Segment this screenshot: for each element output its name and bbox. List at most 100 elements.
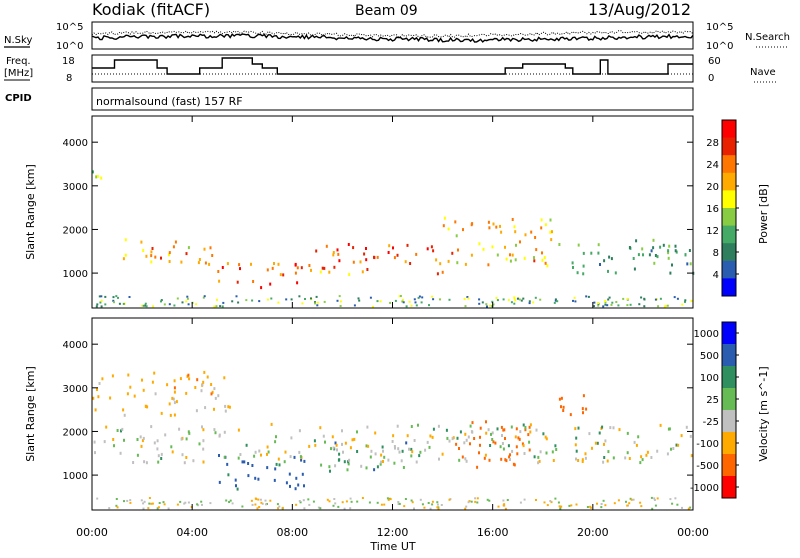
heatmap-cell	[245, 443, 248, 447]
heatmap-cell	[541, 251, 543, 255]
heatmap-cell	[373, 468, 376, 472]
heatmap-cell	[604, 303, 607, 306]
power-yticks: 1000 2000 3000 4000	[63, 138, 693, 280]
heatmap-cell	[319, 507, 322, 510]
heatmap-cell	[321, 266, 324, 270]
heatmap-cell	[99, 301, 102, 304]
heatmap-cell	[533, 256, 535, 260]
heatmap-cell	[518, 437, 521, 441]
heatmap-cell	[436, 503, 439, 506]
heatmap-cell	[447, 259, 450, 263]
colorbar-tick-label: 4	[713, 270, 719, 281]
heatmap-cell	[379, 462, 382, 466]
heatmap-cell	[160, 452, 163, 456]
heatmap-cell	[129, 499, 132, 502]
heatmap-cell	[258, 300, 261, 303]
heatmap-cell	[546, 504, 549, 507]
heatmap-cell	[635, 239, 638, 243]
heatmap-cell	[455, 234, 458, 238]
heatmap-cell	[596, 502, 598, 505]
heatmap-cell	[376, 465, 379, 469]
colorbar-swatch	[722, 172, 736, 191]
heatmap-cell	[185, 391, 188, 395]
heatmap-cell	[150, 425, 153, 429]
heatmap-cell	[217, 394, 220, 398]
heatmap-cell	[554, 444, 557, 448]
heatmap-cell	[197, 261, 200, 265]
heatmap-cell	[348, 273, 351, 276]
heatmap-cell	[467, 435, 470, 439]
heatmap-cell	[553, 301, 556, 304]
heatmap-cell	[338, 458, 341, 462]
heatmap-cell	[496, 427, 499, 431]
heatmap-cell	[300, 458, 303, 462]
heatmap-cell	[307, 498, 310, 501]
heatmap-cell	[312, 500, 315, 503]
colorbar-swatch	[722, 190, 736, 209]
heatmap-cell	[204, 261, 207, 265]
heatmap-cell	[540, 226, 543, 230]
heatmap-cell	[100, 295, 103, 298]
y-tick-label: 4000	[63, 138, 88, 149]
heatmap-cell	[458, 458, 461, 462]
heatmap-cell	[612, 426, 615, 430]
heatmap-cell	[478, 451, 480, 455]
heatmap-cell	[393, 461, 396, 465]
heatmap-cell	[597, 243, 600, 247]
heatmap-cell	[643, 305, 646, 308]
heatmap-cell	[659, 423, 662, 427]
heatmap-cell	[266, 298, 269, 301]
heatmap-cell	[376, 300, 379, 303]
beam-title: Beam 09	[355, 3, 418, 19]
heatmap-cell	[266, 268, 269, 272]
colorbar-swatch	[722, 260, 736, 279]
heatmap-cell	[528, 448, 531, 452]
heatmap-cell	[667, 251, 670, 255]
heatmap-cell	[96, 497, 99, 500]
heatmap-cell	[483, 456, 486, 460]
heatmap-cell	[181, 301, 184, 304]
heatmap-cell	[410, 454, 413, 458]
heatmap-cell	[576, 271, 579, 275]
y-tick-label: 1000	[63, 471, 88, 482]
heatmap-cell	[381, 445, 384, 449]
heatmap-cell	[282, 273, 285, 277]
heatmap-cell	[505, 257, 508, 261]
heatmap-cell	[676, 503, 679, 506]
cpid-text: normalsound (fast) 157 RF	[96, 95, 243, 108]
heatmap-cell	[122, 302, 125, 305]
heatmap-cell	[581, 460, 584, 463]
heatmap-cell	[643, 297, 646, 300]
heatmap-cell	[504, 458, 507, 462]
heatmap-cell	[223, 455, 226, 459]
heatmap-cell	[151, 380, 154, 384]
heatmap-cell	[224, 404, 227, 408]
heatmap-cell	[328, 500, 331, 503]
heatmap-cell	[278, 505, 281, 508]
heatmap-cell	[142, 249, 145, 252]
heatmap-cell	[423, 506, 426, 509]
heatmap-cell	[109, 396, 112, 400]
heatmap-cell	[298, 429, 301, 433]
heatmap-cell	[640, 296, 643, 299]
heatmap-cell	[659, 297, 662, 300]
heatmap-cell	[464, 457, 467, 461]
heatmap-cell	[509, 253, 511, 257]
heatmap-cell	[256, 507, 259, 510]
heatmap-cell	[626, 297, 629, 300]
heatmap-cell	[195, 303, 198, 306]
heatmap-cell	[417, 296, 420, 299]
heatmap-cell	[607, 450, 610, 454]
power-cells	[92, 170, 695, 308]
heatmap-cell	[126, 392, 129, 396]
heatmap-cell	[320, 463, 323, 467]
heatmap-cell	[667, 249, 670, 253]
heatmap-cell	[343, 507, 346, 510]
heatmap-cell	[358, 299, 361, 302]
heatmap-cell	[606, 304, 609, 307]
heatmap-cell	[455, 442, 458, 446]
heatmap-cell	[508, 455, 511, 459]
heatmap-cell	[604, 300, 607, 302]
heatmap-cell	[319, 270, 322, 274]
heatmap-cell	[528, 300, 531, 303]
